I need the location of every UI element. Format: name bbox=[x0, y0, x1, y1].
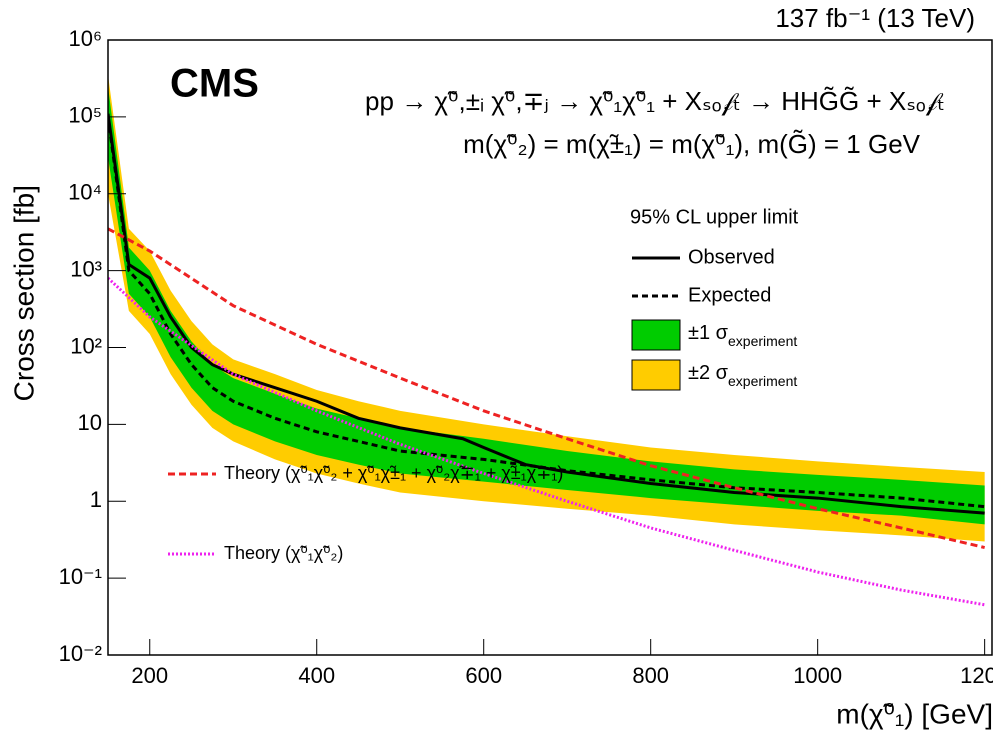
x-tick-label: 1000 bbox=[793, 663, 842, 688]
x-tick-label: 800 bbox=[632, 663, 669, 688]
line bbox=[108, 227, 985, 549]
legend-label: Theory (χ̃⁰₁χ̃⁰₂) bbox=[224, 543, 343, 563]
y-tick-label: 10⁶ bbox=[68, 26, 102, 51]
y-tick-label: 10⁴ bbox=[68, 180, 102, 205]
x-tick-label: 200 bbox=[131, 663, 168, 688]
legend-label-main: ±2 σ bbox=[688, 362, 729, 384]
x-tick-label: 400 bbox=[298, 663, 335, 688]
legend-label: Theory (χ̃⁰₁χ̃⁰₂ + χ̃⁰₁χ̃±₁ + χ̃⁰₂χ̃∓₁ +… bbox=[224, 463, 563, 483]
legend-label: Expected bbox=[688, 284, 771, 306]
luminosity: 137 fb⁻¹ (13 TeV) bbox=[775, 3, 975, 33]
plot-area bbox=[108, 75, 985, 607]
legend-label-main: ±1 σ bbox=[688, 322, 729, 344]
x-axis-title: m(χ̃⁰₁) [GeV] bbox=[836, 698, 993, 729]
legend-label: ±2 σexperiment bbox=[688, 362, 797, 388]
y-tick-label: 10 bbox=[78, 410, 102, 435]
y-tick-label: 10² bbox=[70, 333, 102, 358]
legend-title: 95% CL upper limit bbox=[630, 206, 799, 228]
x-tick-label: 1200 bbox=[960, 663, 993, 688]
legend-swatch bbox=[631, 319, 681, 351]
legend-swatch bbox=[631, 359, 681, 391]
legend-label-sub: experiment bbox=[728, 333, 797, 349]
y-tick-label: 10⁵ bbox=[68, 103, 102, 128]
legend-label: Observed bbox=[688, 246, 775, 268]
y-tick-label: 10³ bbox=[70, 256, 102, 281]
line bbox=[108, 276, 985, 607]
y-tick-label: 1 bbox=[90, 487, 102, 512]
mass-note: m(χ̃⁰₂) = m(χ̃±₁) = m(χ̃⁰₁), m(G̃) = 1 G… bbox=[463, 129, 921, 159]
process: pp → χ̃⁰,±ᵢ χ̃⁰,∓ⱼ → χ̃⁰₁χ̃⁰₁ + Xₛₒ𝒻ₜ → … bbox=[365, 86, 945, 116]
y-tick-label: 10⁻² bbox=[59, 641, 102, 666]
y-axis-title: Cross section [fb] bbox=[8, 185, 39, 401]
x-tick-label: 600 bbox=[465, 663, 502, 688]
line bbox=[108, 113, 985, 515]
chart-title: CMS bbox=[170, 62, 259, 106]
y-tick-label: 10⁻¹ bbox=[59, 564, 102, 589]
legend-label: ±1 σexperiment bbox=[688, 322, 797, 348]
legend-label-sub: experiment bbox=[728, 373, 797, 389]
